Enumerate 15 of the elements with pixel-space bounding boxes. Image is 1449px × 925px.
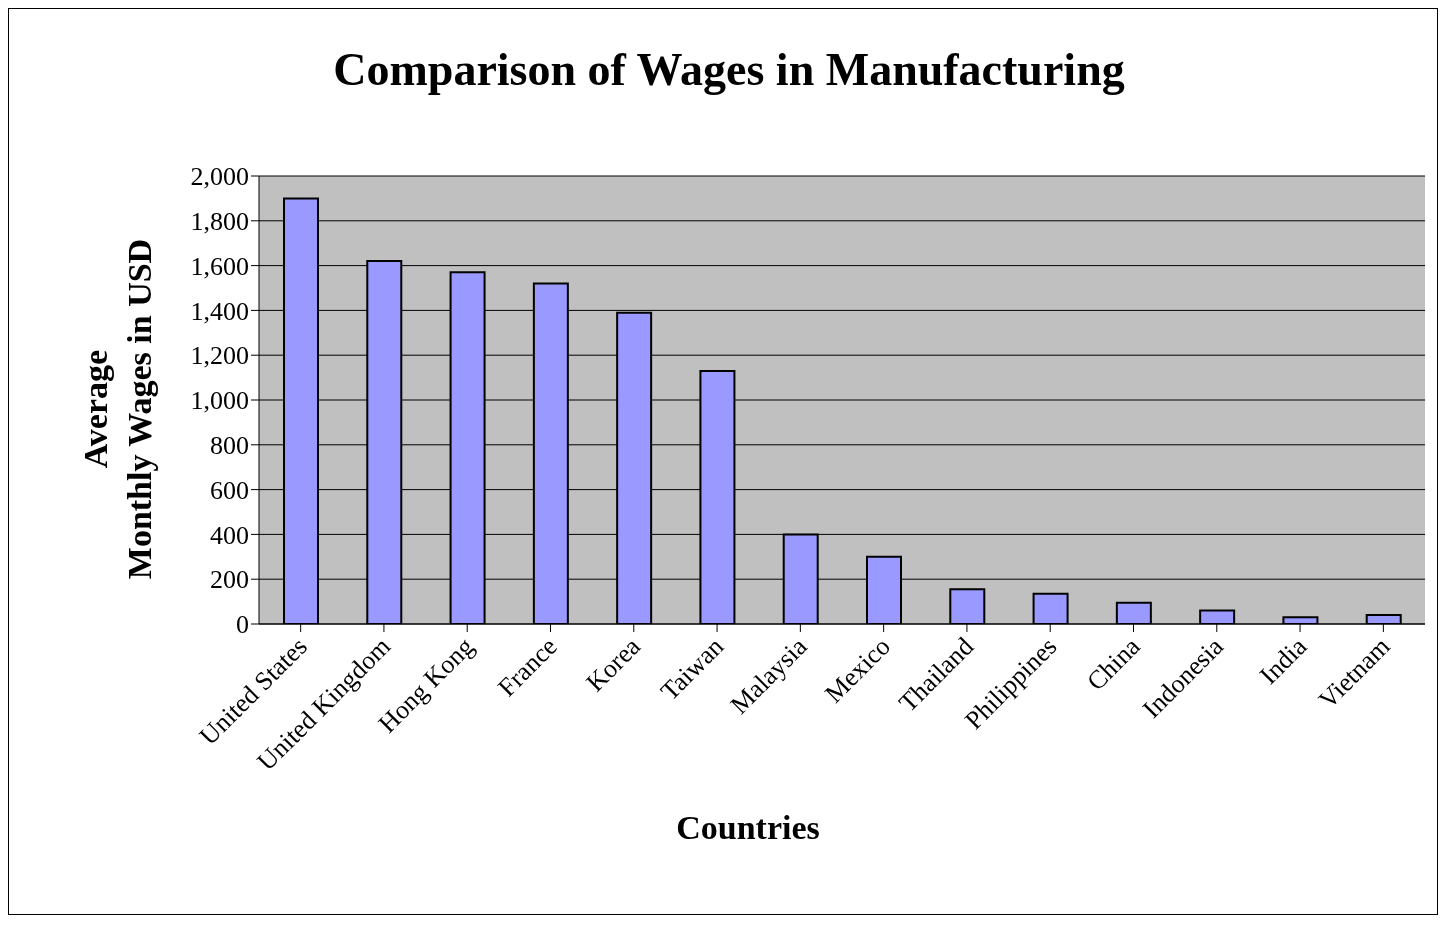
y-tick-label: 1,200 [190, 341, 249, 371]
y-tick-label: 2,000 [190, 162, 249, 192]
y-tick-label: 600 [210, 475, 249, 505]
y-tick-label: 1,600 [190, 251, 249, 281]
chart-title: Comparison of Wages in Manufacturing [332, 43, 1126, 96]
x-tick-label: India [1254, 631, 1313, 691]
y-tick-label: 200 [210, 565, 249, 595]
y-tick-label: 1,000 [190, 386, 249, 416]
y-tick-label: 0 [236, 610, 249, 640]
y-axis-title: Average Monthly Wages in USD [76, 237, 159, 582]
y-tick-label: 1,800 [190, 207, 249, 237]
x-axis-title: Countries [675, 809, 821, 847]
y-tick-label: 400 [210, 520, 249, 550]
y-tick-label: 800 [210, 431, 249, 461]
y-tick-label: 1,400 [190, 296, 249, 326]
